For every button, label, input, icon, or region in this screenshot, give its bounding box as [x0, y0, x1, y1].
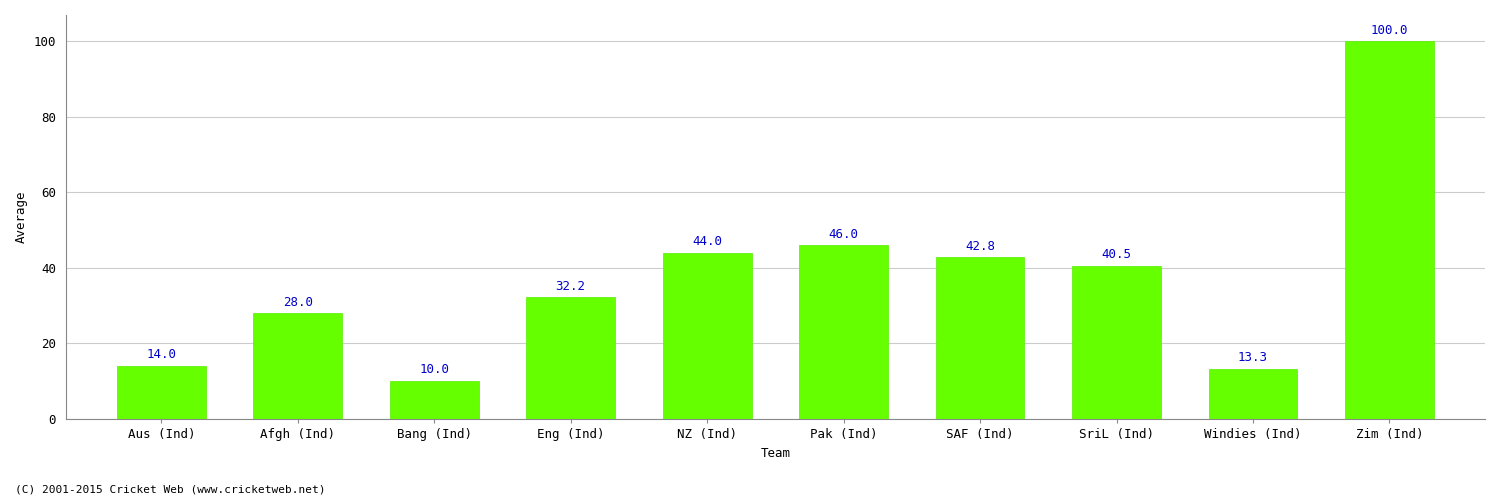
Text: (C) 2001-2015 Cricket Web (www.cricketweb.net): (C) 2001-2015 Cricket Web (www.cricketwe… — [15, 485, 326, 495]
Bar — [1346, 42, 1434, 418]
Text: 40.5: 40.5 — [1101, 248, 1131, 262]
Bar — [800, 245, 888, 418]
Text: 46.0: 46.0 — [828, 228, 858, 240]
Text: 44.0: 44.0 — [692, 235, 722, 248]
Text: 14.0: 14.0 — [147, 348, 177, 362]
Text: 100.0: 100.0 — [1371, 24, 1408, 37]
Bar — [117, 366, 206, 418]
Bar — [663, 252, 752, 418]
Bar — [936, 257, 1024, 418]
Text: 13.3: 13.3 — [1238, 351, 1268, 364]
X-axis label: Team: Team — [760, 447, 790, 460]
Bar — [1072, 266, 1161, 418]
Text: 28.0: 28.0 — [284, 296, 314, 308]
Bar — [526, 297, 615, 418]
Bar — [390, 381, 478, 418]
Y-axis label: Average: Average — [15, 190, 28, 243]
Bar — [254, 313, 342, 418]
Text: 32.2: 32.2 — [555, 280, 585, 292]
Text: 42.8: 42.8 — [964, 240, 994, 252]
Bar — [1209, 368, 1298, 418]
Text: 10.0: 10.0 — [419, 364, 448, 376]
